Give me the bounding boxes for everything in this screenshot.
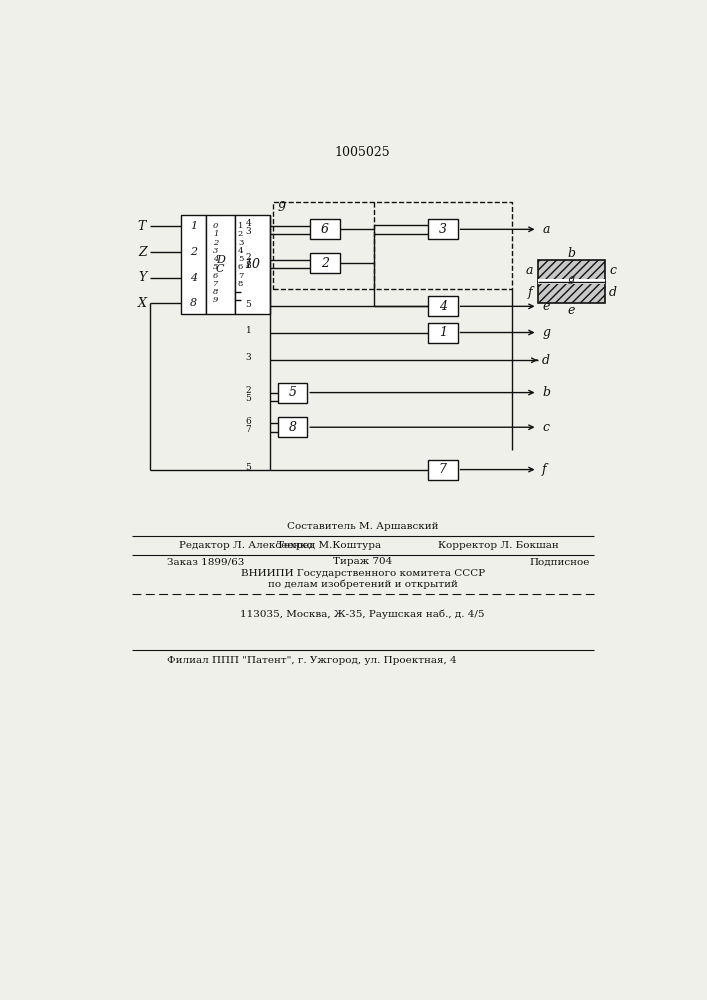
Text: Заказ 1899/63: Заказ 1899/63	[167, 557, 245, 566]
Text: 9: 9	[214, 296, 218, 304]
Text: 7: 7	[245, 425, 251, 434]
Text: 1: 1	[245, 326, 251, 335]
Text: 8: 8	[238, 280, 243, 288]
Text: ВНИИПИ Государственного комитета СССР: ВНИИПИ Государственного комитета СССР	[240, 569, 485, 578]
Text: Техред М.Коштура: Техред М.Коштура	[276, 541, 381, 550]
Bar	[235, 215, 269, 314]
Text: 8: 8	[245, 261, 251, 270]
Text: f: f	[542, 463, 547, 476]
Bar	[278, 417, 308, 437]
Text: 6: 6	[245, 417, 251, 426]
Text: C: C	[216, 264, 225, 274]
Text: Подписное: Подписное	[529, 557, 590, 566]
Text: 7: 7	[238, 272, 243, 280]
Text: 5: 5	[238, 255, 243, 263]
Text: 4: 4	[238, 247, 243, 255]
Text: 4: 4	[214, 255, 218, 263]
Bar	[428, 219, 457, 239]
Text: 4: 4	[245, 219, 251, 228]
Text: 6: 6	[321, 223, 329, 236]
Bar	[428, 460, 457, 480]
Text: 3: 3	[214, 247, 218, 255]
Text: 5: 5	[214, 263, 218, 271]
Text: 5: 5	[245, 463, 251, 472]
Text: 6: 6	[214, 272, 218, 280]
Text: 1: 1	[214, 230, 218, 238]
Text: 4: 4	[439, 300, 447, 313]
Text: a: a	[542, 223, 549, 236]
Text: 7: 7	[439, 463, 447, 476]
Text: b: b	[542, 386, 550, 399]
Text: X: X	[138, 297, 147, 310]
Text: 3: 3	[245, 227, 251, 236]
Text: 3: 3	[238, 239, 243, 247]
Text: по делам изобретений и открытий: по делам изобретений и открытий	[268, 580, 457, 589]
Text: e: e	[542, 300, 549, 313]
Text: 3: 3	[245, 353, 251, 362]
Text: D: D	[216, 255, 225, 265]
Text: 2: 2	[321, 257, 329, 270]
Text: 1: 1	[238, 222, 243, 230]
Text: 113035, Москва, Ж-35, Раушская наб., д. 4/5: 113035, Москва, Ж-35, Раушская наб., д. …	[240, 609, 485, 619]
Bar	[537, 260, 605, 282]
Text: Корректор Л. Бокшан: Корректор Л. Бокшан	[438, 541, 559, 550]
Text: Редактор Л. Алексеенко: Редактор Л. Алексеенко	[179, 541, 312, 550]
Bar	[428, 296, 457, 316]
Bar	[310, 253, 339, 273]
Text: 6: 6	[238, 263, 243, 271]
Bar	[206, 215, 235, 314]
Text: 2: 2	[245, 386, 251, 395]
Text: Тираж 704: Тираж 704	[333, 557, 392, 566]
Text: 5: 5	[245, 394, 251, 403]
Text: b: b	[568, 247, 575, 260]
Text: 4: 4	[189, 273, 197, 283]
Text: 1: 1	[439, 326, 447, 339]
Text: Филиал ППП "Патент", г. Ужгород, ул. Проектная, 4: Филиал ППП "Патент", г. Ужгород, ул. Про…	[167, 656, 457, 665]
Text: 8: 8	[214, 288, 218, 296]
Bar	[537, 282, 605, 303]
Text: 5: 5	[245, 300, 251, 309]
Text: 7: 7	[214, 280, 218, 288]
Text: Y: Y	[138, 271, 146, 284]
Text: 8: 8	[288, 421, 297, 434]
Bar	[278, 383, 308, 403]
Text: 5: 5	[288, 386, 297, 399]
Bar	[428, 323, 457, 343]
Text: 0: 0	[214, 222, 218, 230]
Text: 2: 2	[189, 247, 197, 257]
Text: 9: 9	[278, 201, 286, 214]
Text: Z: Z	[138, 246, 146, 259]
Text: e: e	[568, 304, 575, 317]
Text: g: g	[568, 274, 575, 284]
Text: d: d	[609, 286, 617, 299]
Text: Составитель М. Аршавский: Составитель М. Аршавский	[287, 522, 438, 531]
Text: a: a	[526, 264, 534, 277]
Bar	[310, 219, 339, 239]
Text: T: T	[138, 220, 146, 233]
Text: 3: 3	[439, 223, 447, 236]
Text: 2: 2	[245, 253, 251, 262]
Text: f: f	[527, 286, 532, 299]
Text: c: c	[609, 264, 617, 277]
Text: 2: 2	[214, 239, 218, 247]
Bar	[537, 279, 605, 284]
Text: c: c	[542, 421, 549, 434]
Text: 1: 1	[189, 221, 197, 231]
Text: g: g	[542, 326, 550, 339]
Text: 8: 8	[189, 298, 197, 308]
Text: 2: 2	[238, 230, 243, 238]
Bar	[274, 202, 512, 289]
Text: d: d	[542, 354, 550, 367]
Text: 10: 10	[244, 258, 260, 271]
Text: 1005025: 1005025	[335, 146, 390, 159]
Bar	[181, 215, 206, 314]
